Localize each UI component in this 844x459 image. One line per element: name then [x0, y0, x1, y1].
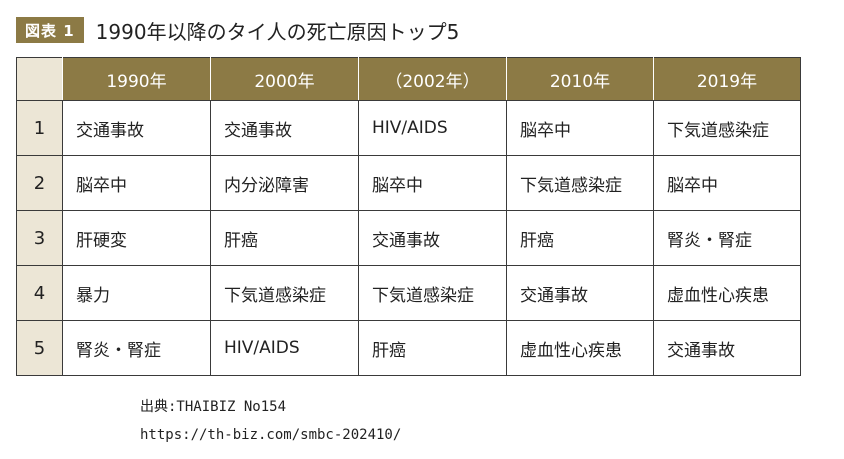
table-cell: HIV/AIDS	[358, 100, 507, 156]
rank-cell: 3	[16, 210, 63, 266]
table-cell: 腎炎・腎症	[62, 320, 211, 376]
table-row: 4 暴力 下気道感染症 下気道感染症 交通事故 虚血性心疾患	[16, 265, 801, 321]
source-citation: 出典:THAIBIZ No154	[140, 399, 287, 415]
table-cell: 虚血性心疾患	[506, 320, 654, 376]
table-cell: 脳卒中	[358, 155, 507, 211]
table-cell: 肝癌	[358, 320, 507, 376]
table-cell: 下気道感染症	[653, 100, 801, 156]
table-cell: 下気道感染症	[358, 265, 507, 321]
table-cell: 下気道感染症	[210, 265, 359, 321]
source-url: https://th-biz.com/smbc-202410/	[140, 427, 402, 443]
table-cell: 交通事故	[210, 100, 359, 156]
table-row: 2 脳卒中 内分泌障害 脳卒中 下気道感染症 脳卒中	[16, 155, 801, 211]
header-year-2002: （2002年）	[358, 57, 507, 101]
header-year-1990: 1990年	[62, 57, 211, 101]
header-year-2019: 2019年	[653, 57, 801, 101]
header-corner-cell	[16, 57, 63, 101]
rank-cell: 1	[16, 100, 63, 156]
table-cell: 脳卒中	[62, 155, 211, 211]
header-year-2010: 2010年	[506, 57, 654, 101]
table-cell: 脳卒中	[653, 155, 801, 211]
table-cell: 交通事故	[506, 265, 654, 321]
table-cell: HIV/AIDS	[210, 320, 359, 376]
header-year-2000: 2000年	[210, 57, 359, 101]
table-row: 3 肝硬変 肝癌 交通事故 肝癌 腎炎・腎症	[16, 210, 801, 266]
table-cell: 肝硬変	[62, 210, 211, 266]
source-note: 出典:THAIBIZ No154 https://th-biz.com/smbc…	[140, 393, 401, 449]
rank-cell: 5	[16, 320, 63, 376]
table-cell: 脳卒中	[506, 100, 654, 156]
table-cell: 虚血性心疾患	[653, 265, 801, 321]
rank-cell: 4	[16, 265, 63, 321]
table-cell: 交通事故	[653, 320, 801, 376]
rank-cell: 2	[16, 155, 63, 211]
table-cell: 肝癌	[506, 210, 654, 266]
table-cell: 下気道感染症	[506, 155, 654, 211]
table-row: 5 腎炎・腎症 HIV/AIDS 肝癌 虚血性心疾患 交通事故	[16, 320, 801, 376]
table-header-row: 1990年 2000年 （2002年） 2010年 2019年	[16, 57, 801, 101]
table-cell: 交通事故	[62, 100, 211, 156]
table-cell: 腎炎・腎症	[653, 210, 801, 266]
table-cell: 交通事故	[358, 210, 507, 266]
table-row: 1 交通事故 交通事故 HIV/AIDS 脳卒中 下気道感染症	[16, 100, 801, 156]
table-cell: 肝癌	[210, 210, 359, 266]
figure-title: 1990年以降のタイ人の死亡原因トップ5	[95, 19, 460, 44]
figure-badge: 図表 1	[16, 17, 84, 43]
table-cell: 内分泌障害	[210, 155, 359, 211]
causes-of-death-table: 1990年 2000年 （2002年） 2010年 2019年 1 交通事故 交…	[16, 57, 801, 376]
figure-title-row: 図表 1 1990年以降のタイ人の死亡原因トップ5	[16, 13, 459, 47]
table-cell: 暴力	[62, 265, 211, 321]
